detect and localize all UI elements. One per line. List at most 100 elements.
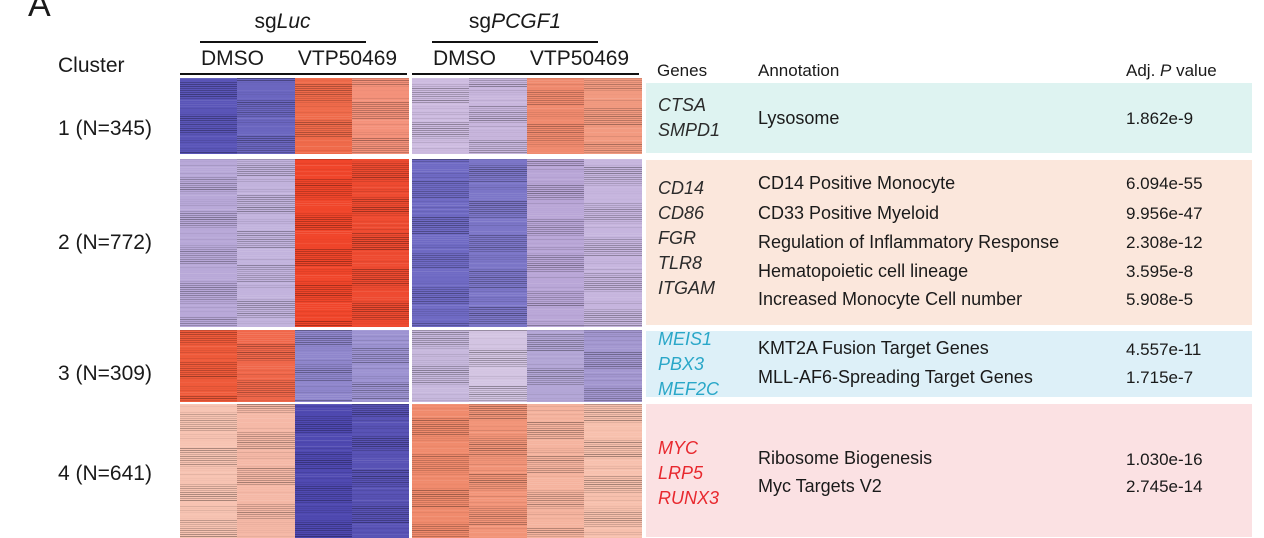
heatmap-streak: [237, 496, 295, 497]
heatmap-streak: [584, 191, 642, 192]
heatmap-streak: [527, 128, 584, 129]
heatmap-streak: [469, 342, 527, 343]
heatmap-streak: [180, 213, 237, 214]
heatmap-streak: [237, 352, 295, 353]
heatmap-streak: [352, 227, 409, 228]
heatmap-streak: [180, 269, 237, 270]
heatmap-streak: [469, 108, 527, 109]
heatmap-streak: [412, 225, 469, 226]
heatmap-streak: [469, 130, 527, 131]
heatmap-streak: [352, 380, 409, 381]
heatmap-streak: [352, 138, 409, 139]
heatmap-streak: [352, 82, 409, 83]
heatmap-streak: [295, 486, 352, 487]
heatmap-streak: [584, 376, 642, 377]
annotation-pvalue: 3.595e-8: [1126, 262, 1194, 281]
heatmap-streak: [412, 235, 469, 236]
heatmap-streak: [527, 490, 584, 491]
heatmap-streak: [412, 112, 469, 113]
heatmap-streak: [237, 114, 295, 115]
heatmap-streak: [584, 179, 642, 180]
heatmap-streak: [527, 340, 584, 341]
heatmap-streak: [469, 438, 527, 439]
heatmap-streak: [527, 181, 584, 182]
heatmap-streak: [412, 128, 469, 129]
heatmap-streak: [584, 492, 642, 493]
heatmap-streak: [180, 150, 237, 151]
heatmap-streak: [180, 90, 237, 91]
heatmap-streak: [527, 380, 584, 381]
heatmap-streak: [237, 484, 295, 485]
heatmap-streak: [237, 193, 295, 194]
heatmap-streak: [295, 275, 352, 276]
heatmap-streak: [180, 474, 237, 475]
heatmap-streak: [412, 378, 469, 379]
heatmap-streak: [412, 277, 469, 278]
heatmap-streak: [469, 207, 527, 208]
heatmap-streak: [237, 289, 295, 290]
heatmap-streak: [412, 394, 469, 395]
heatmap-streak: [412, 251, 469, 252]
heatmap-streak: [352, 384, 409, 385]
heatmap-streak: [527, 400, 584, 401]
heatmap-streak: [412, 167, 469, 168]
heatmap-streak: [295, 352, 352, 353]
heatmap-streak: [412, 398, 469, 399]
heatmap-streak: [295, 227, 352, 228]
heatmap-streak: [295, 243, 352, 244]
heatmap-streak: [352, 420, 409, 421]
heatmap-streak: [295, 169, 352, 170]
heatmap-streak: [412, 492, 469, 493]
heatmap-streak: [180, 394, 237, 395]
heatmap-streak: [237, 211, 295, 212]
heatmap-streak: [237, 287, 295, 288]
heatmap-streak: [180, 362, 237, 363]
heatmap-streak: [295, 378, 352, 379]
heatmap-streak: [295, 348, 352, 349]
heatmap-streak: [527, 398, 584, 399]
heatmap-streak: [180, 98, 237, 99]
heatmap-streak: [527, 167, 584, 168]
heatmap-streak: [237, 410, 295, 411]
heatmap-streak: [237, 330, 295, 331]
heatmap-streak: [352, 470, 409, 471]
heatmap-streak: [180, 203, 237, 204]
heatmap-streak: [180, 360, 237, 361]
heatmap-streak: [527, 323, 584, 324]
heatmap-streak: [295, 498, 352, 499]
heatmap-streak: [180, 524, 237, 525]
heatmap-streak: [469, 426, 527, 427]
heatmap-streak: [469, 78, 527, 79]
heatmap-streak: [352, 134, 409, 135]
heatmap-streak: [237, 102, 295, 103]
heatmap-streak: [180, 193, 237, 194]
heatmap-streak: [237, 436, 295, 437]
heatmap-streak: [527, 394, 584, 395]
heatmap-streak: [412, 422, 469, 423]
heatmap-streak: [295, 338, 352, 339]
heatmap-streak: [295, 289, 352, 290]
heatmap-streak: [412, 140, 469, 141]
heatmap-streak: [469, 325, 527, 326]
heatmap-streak: [412, 205, 469, 206]
heatmap-streak: [295, 124, 352, 125]
heatmap-streak: [295, 259, 352, 260]
heatmap-streak: [352, 348, 409, 349]
heatmap-streak: [412, 325, 469, 326]
heatmap-streak: [237, 227, 295, 228]
heatmap-streak: [469, 173, 527, 174]
heatmap-streak: [237, 116, 295, 117]
heatmap-streak: [527, 86, 584, 87]
heatmap-streak: [584, 227, 642, 228]
heatmap-streak: [412, 348, 469, 349]
heatmap-streak: [584, 197, 642, 198]
heatmap-streak: [584, 442, 642, 443]
heatmap-streak: [584, 418, 642, 419]
heatmap-streak: [469, 251, 527, 252]
heatmap-streak: [352, 233, 409, 234]
gene-name: SMPD1: [658, 120, 721, 140]
heatmap-streak: [295, 390, 352, 391]
heatmap-streak: [352, 472, 409, 473]
heatmap-streak: [352, 144, 409, 145]
heatmap-streak: [469, 512, 527, 513]
